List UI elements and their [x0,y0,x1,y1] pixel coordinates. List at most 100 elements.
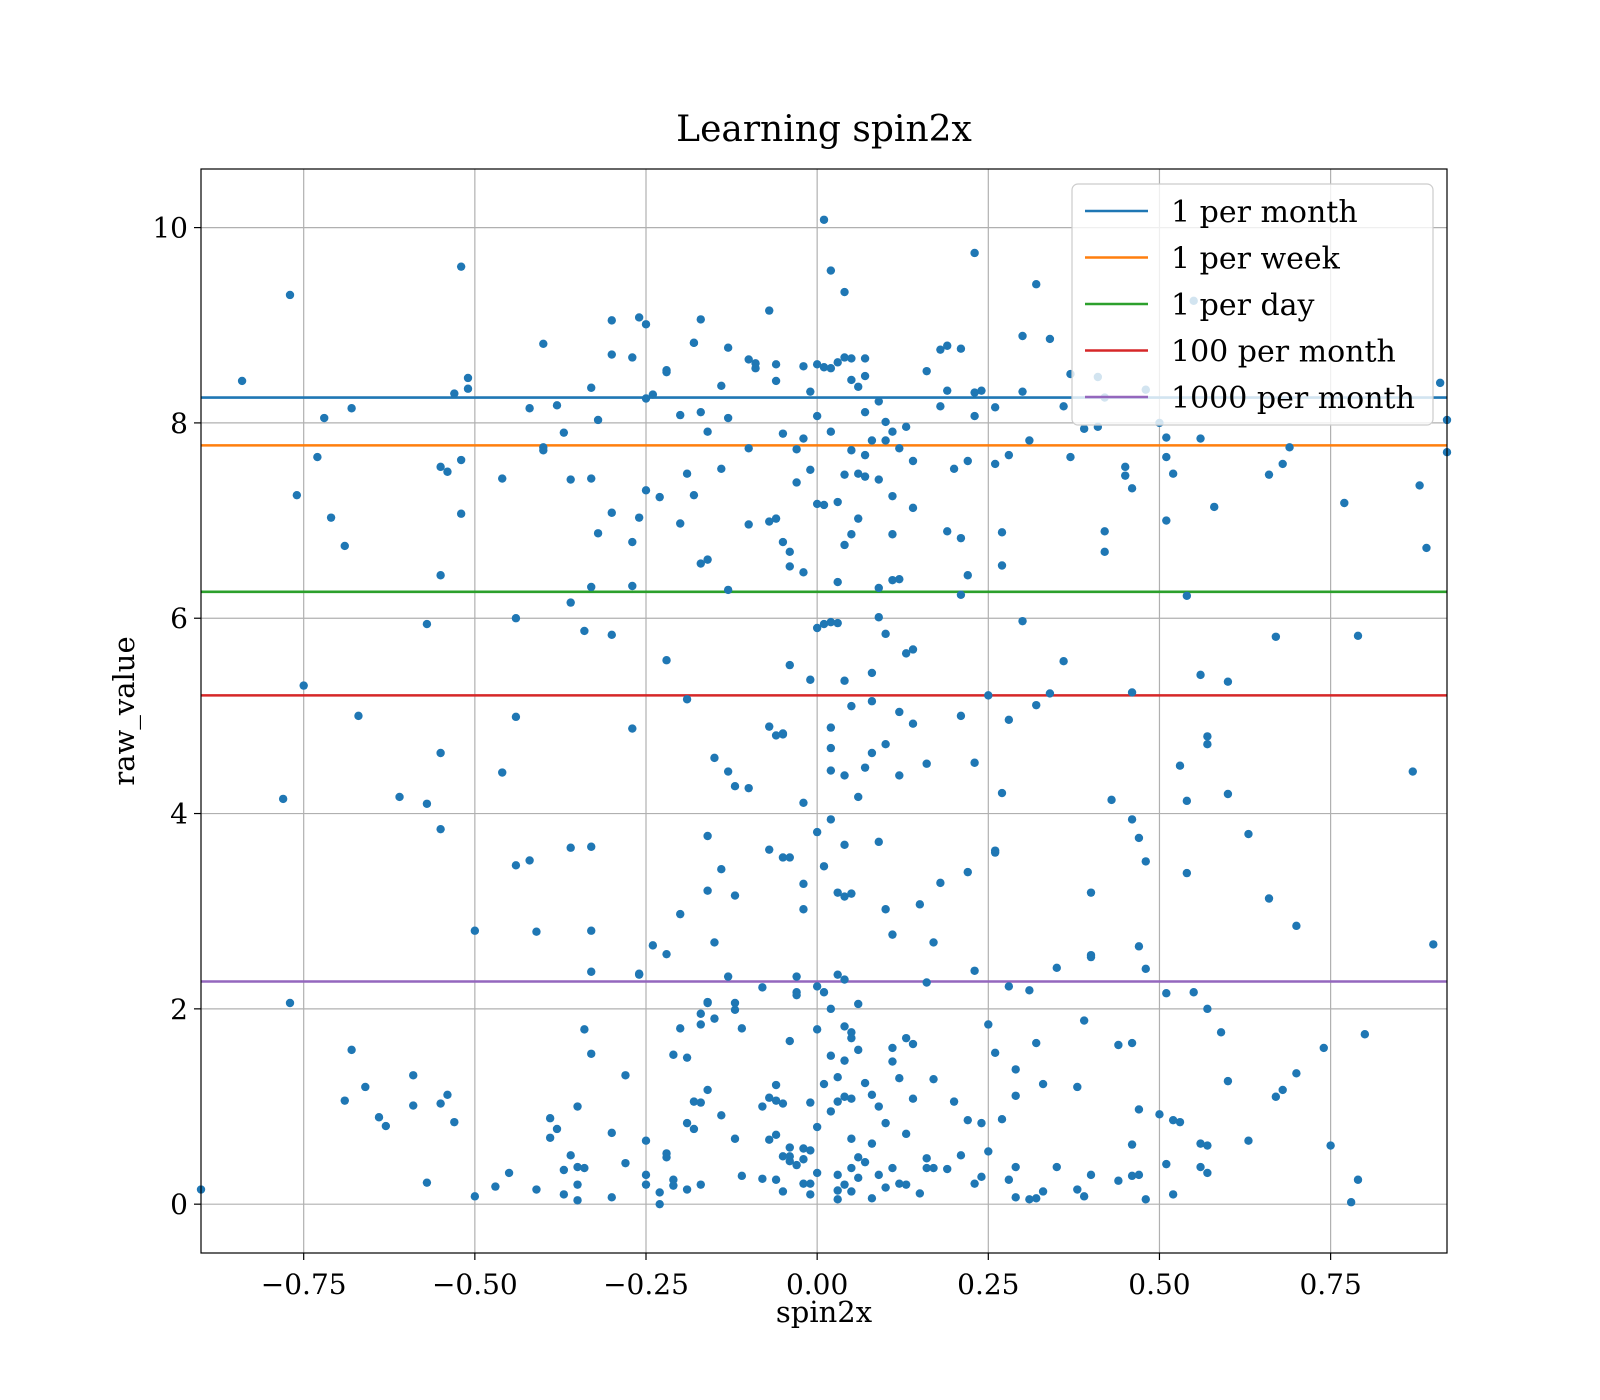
data-point [895,1073,904,1083]
data-point [833,1170,842,1180]
data-point [826,1107,836,1116]
data-point [710,753,719,763]
data-point [771,1096,781,1105]
data-point [840,892,849,901]
data-point [737,1171,747,1181]
data-point [682,1118,692,1128]
data-point [956,590,966,599]
data-point [977,1172,986,1182]
data-point [826,815,836,824]
data-point [1292,921,1301,931]
data-point [963,1115,972,1125]
data-point [1025,1195,1034,1204]
data-point [922,1154,931,1163]
data-point [1018,387,1027,396]
data-point [566,598,575,607]
data-point [854,514,863,523]
data-point [696,1020,705,1029]
data-point [936,878,945,888]
data-point [1134,1105,1144,1114]
data-point [895,444,904,453]
data-point [723,767,733,776]
data-point [320,413,329,423]
data-point [806,1146,815,1155]
data-point [826,617,836,627]
data-point [799,1144,808,1153]
data-point [895,1179,904,1188]
data-point [1079,424,1089,433]
data-point [1285,443,1294,452]
data-point [723,413,733,423]
data-point [744,444,753,453]
data-point [908,503,918,513]
data-point [730,998,740,1008]
data-point [587,926,596,935]
data-point [1100,527,1109,536]
data-point [751,364,760,373]
data-point [710,1014,719,1023]
data-point [1086,952,1096,962]
data-point [847,1028,856,1037]
data-point [1025,986,1034,995]
data-point [1038,1079,1048,1089]
data-point [888,1057,897,1066]
legend-entry-label: 1 per day [1171,288,1315,323]
data-point [703,886,712,895]
data-point [730,1005,740,1015]
data-point [1182,796,1192,806]
data-point [792,972,801,981]
data-point [1278,1085,1287,1095]
data-point [847,530,856,539]
data-point [313,452,322,462]
data-point [607,316,616,325]
data-point [676,410,685,420]
data-point [696,1098,705,1107]
data-point [881,740,890,749]
data-point [758,1174,767,1183]
data-point [1162,1159,1171,1169]
data-point [908,1039,918,1049]
data-point [504,1168,514,1178]
data-point [1271,1092,1281,1101]
data-point [587,1049,596,1058]
data-point [833,970,842,979]
data-point [826,723,836,732]
data-point [854,792,863,802]
data-point [867,436,877,445]
data-point [970,411,979,421]
data-point [374,1113,384,1122]
data-point [860,450,870,460]
data-point [881,905,890,914]
data-point [566,475,575,484]
data-point [737,1024,747,1033]
data-point [970,966,979,975]
data-point [1045,334,1055,344]
data-point [1162,452,1171,462]
data-point [587,474,596,483]
data-point [847,1134,856,1143]
data-point [1004,1175,1014,1184]
data-point [997,788,1007,798]
data-point [833,358,842,367]
data-point [511,614,521,623]
data-point [792,478,801,487]
data-point [559,428,569,437]
data-point [436,824,445,834]
data-point [669,1181,678,1190]
data-point [819,988,829,997]
data-point [895,707,904,717]
data-point [641,394,651,403]
data-point [682,1185,692,1194]
data-point [799,905,808,914]
data-point [785,853,794,862]
data-point [655,1188,664,1197]
data-point [936,402,945,411]
data-point [278,794,288,804]
data-point [1203,740,1212,749]
y-axis-ticks: 0 2 4 6 8 10 [152,212,201,1221]
data-point [299,681,308,690]
data-point [1004,982,1014,991]
data-point [833,1186,842,1195]
data-point [573,1102,582,1111]
